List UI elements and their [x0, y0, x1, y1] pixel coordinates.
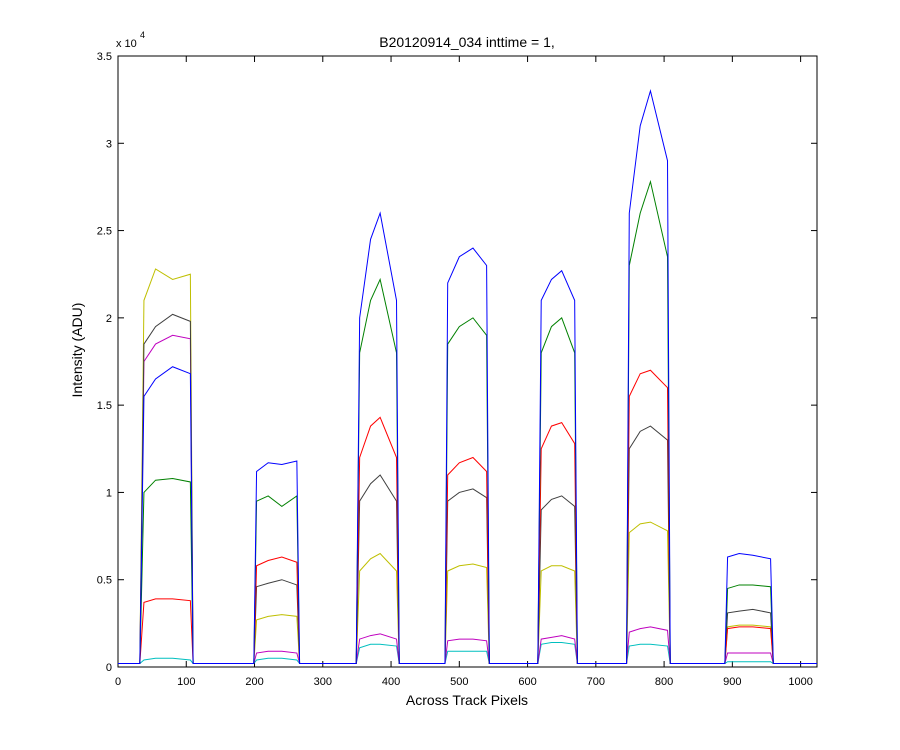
y-tick-label: 0	[106, 662, 112, 674]
x-axis-label: Across Track Pixels	[406, 692, 528, 708]
y-tick-label: 1	[106, 487, 112, 499]
y-tick-label: 0.5	[97, 575, 112, 587]
x-tick-label: 200	[245, 676, 263, 688]
x-tick-label: 1000	[788, 676, 812, 688]
y-tick-label: 2	[106, 313, 112, 325]
y-tick-label: 3.5	[97, 51, 112, 63]
x-tick-label: 400	[382, 676, 400, 688]
x-tick-label: 300	[314, 676, 332, 688]
plot-area	[117, 55, 818, 668]
chart-title: B20120914_034 inttime = 1,	[379, 34, 555, 50]
y-axis-label: Intensity (ADU)	[69, 303, 85, 398]
x-tick-label: 900	[723, 676, 741, 688]
y-tick-label: 2.5	[97, 226, 112, 238]
x-tick-label: 700	[587, 676, 605, 688]
y-multiplier-exponent: 4	[140, 30, 145, 40]
x-tick-label: 500	[450, 676, 468, 688]
y-tick-label: 3	[106, 138, 112, 150]
y-multiplier: x 10	[116, 38, 137, 50]
series-line	[118, 88, 817, 665]
x-tick-label: 800	[655, 676, 673, 688]
x-tick-label: 600	[518, 676, 536, 688]
y-tick-label: 1.5	[97, 400, 112, 412]
x-tick-label: 100	[177, 676, 195, 688]
x-tick-label: 0	[115, 676, 121, 688]
